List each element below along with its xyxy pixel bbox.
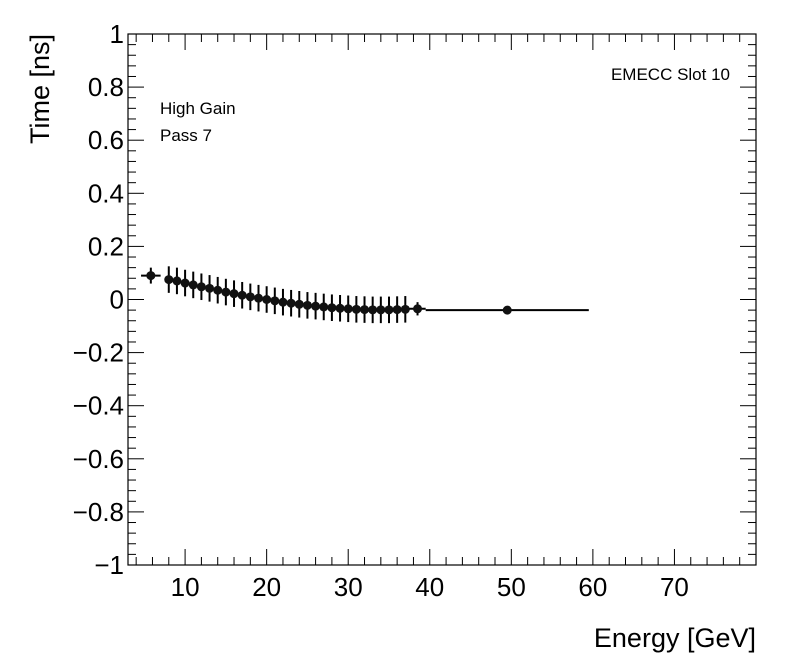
- point-marker: [376, 305, 386, 315]
- data-point: [400, 296, 410, 323]
- x-axis-title: Energy [GeV]: [594, 623, 756, 653]
- data-point: [180, 269, 190, 297]
- point-marker: [286, 298, 296, 308]
- data-point: [286, 289, 296, 317]
- data-point: [392, 296, 402, 323]
- data-point: [384, 296, 394, 324]
- data-point: [141, 267, 161, 284]
- point-marker: [164, 275, 174, 285]
- point-marker: [237, 290, 247, 300]
- point-marker: [146, 271, 156, 281]
- y-tick-label: −0.4: [73, 391, 124, 421]
- y-tick-label: 0: [110, 285, 124, 315]
- point-marker: [229, 289, 239, 299]
- slot-label: EMECC Slot 10: [611, 65, 730, 84]
- data-point: [368, 296, 378, 324]
- point-marker: [245, 292, 255, 302]
- y-tick-label: 0.8: [88, 72, 124, 102]
- x-tick-label: 40: [415, 572, 444, 602]
- point-marker: [335, 303, 345, 313]
- point-marker: [270, 296, 280, 306]
- data-point: [205, 275, 215, 302]
- y-tick-label: 0.4: [88, 178, 124, 208]
- point-marker: [180, 278, 190, 288]
- point-marker: [311, 301, 321, 311]
- data-point: [360, 296, 370, 323]
- point-marker: [400, 304, 410, 314]
- y-tick-label: 0.6: [88, 125, 124, 155]
- y-tick-label: 1: [110, 19, 124, 49]
- data-point: [425, 305, 589, 315]
- data-point: [343, 295, 353, 323]
- point-marker: [319, 302, 329, 312]
- y-tick-label: −0.2: [73, 338, 124, 368]
- data-point: [327, 294, 337, 322]
- data-point: [376, 296, 386, 324]
- data-point: [311, 292, 321, 320]
- data-point: [164, 266, 174, 293]
- point-marker: [213, 285, 223, 295]
- x-tick-label: 30: [334, 572, 363, 602]
- data-point: [237, 281, 247, 309]
- y-tick-label: −1: [94, 550, 124, 580]
- pass-label: Pass 7: [160, 126, 212, 145]
- x-tick-label: 50: [497, 572, 526, 602]
- data-point: [196, 273, 206, 301]
- point-marker: [188, 280, 198, 290]
- y-tick-label: −0.8: [73, 497, 124, 527]
- y-tick-label: 0.2: [88, 231, 124, 261]
- axis-ticks: [128, 33, 757, 566]
- data-point: [188, 271, 198, 299]
- point-marker: [327, 303, 337, 313]
- point-marker: [262, 295, 272, 304]
- point-marker: [294, 299, 304, 309]
- data-points: [141, 266, 589, 324]
- point-marker: [502, 305, 512, 315]
- data-point: [302, 292, 312, 319]
- data-point: [253, 284, 263, 312]
- gain-label: High Gain: [160, 99, 236, 118]
- point-marker: [343, 304, 353, 314]
- point-marker: [360, 305, 370, 315]
- y-tick-label: −0.6: [73, 444, 124, 474]
- x-tick-label: 70: [660, 572, 689, 602]
- point-marker: [205, 283, 215, 293]
- data-point: [221, 278, 231, 306]
- data-point: [335, 294, 345, 322]
- plot-frame: [127, 33, 757, 566]
- x-tick-label: 60: [578, 572, 607, 602]
- data-point: [351, 296, 361, 323]
- point-marker: [392, 305, 402, 315]
- point-marker: [221, 287, 231, 297]
- data-point: [172, 267, 182, 295]
- point-marker: [351, 304, 361, 314]
- data-point: [409, 302, 426, 316]
- point-marker: [368, 305, 378, 315]
- data-point: [319, 293, 329, 321]
- data-point: [245, 283, 255, 311]
- point-marker: [302, 300, 312, 310]
- point-marker: [278, 297, 288, 307]
- data-point: [270, 287, 280, 315]
- point-marker: [196, 282, 206, 292]
- data-point: [213, 276, 223, 304]
- point-marker: [384, 305, 394, 315]
- y-axis-title: Time [ns]: [25, 34, 55, 144]
- point-marker: [172, 276, 182, 286]
- axis-tick-labels: 10 20 30 40 50 60 70 −1 −0.8 −0.6 −0.4 −0.2 0 0.2 0.4 0…: [73, 19, 689, 602]
- data-point: [294, 291, 304, 318]
- data-point: [229, 280, 239, 307]
- data-point: [278, 288, 288, 316]
- x-tick-label: 10: [171, 572, 200, 602]
- point-marker: [413, 304, 423, 314]
- data-point: [262, 286, 272, 313]
- x-tick-label: 20: [252, 572, 281, 602]
- point-marker: [253, 293, 263, 303]
